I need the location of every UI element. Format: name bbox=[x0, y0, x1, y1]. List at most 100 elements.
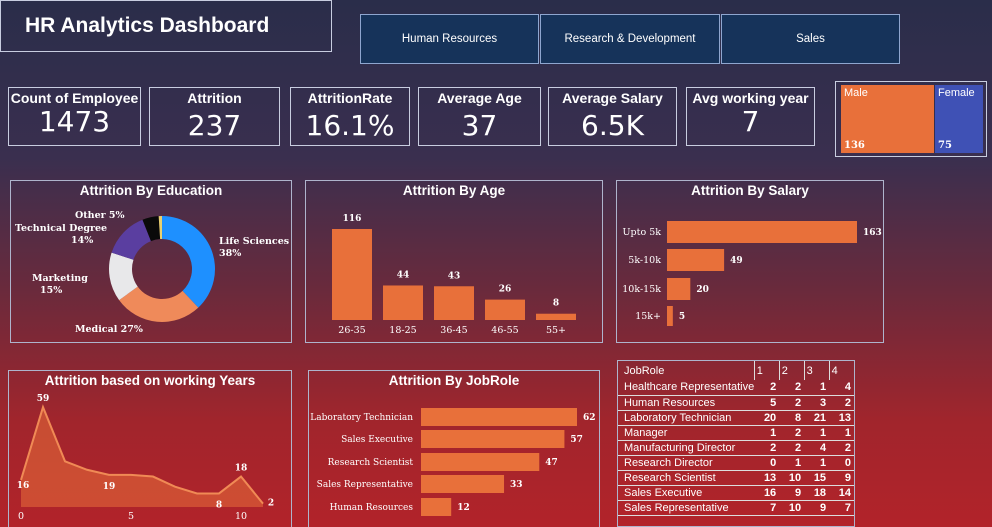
jobrole-bar bbox=[421, 498, 452, 516]
chart-title: Attrition By Age bbox=[402, 183, 506, 198]
salary-bar bbox=[667, 306, 673, 326]
bar-data-label: 8 bbox=[553, 299, 559, 309]
slice-label: Marketing bbox=[32, 273, 88, 284]
treemap-tile-female[interactable]: Female 75 bbox=[935, 85, 983, 153]
bar-data-label: 49 bbox=[730, 256, 743, 266]
table-cell-value: 1 bbox=[804, 455, 830, 471]
slice-label: 15% bbox=[40, 285, 62, 296]
bar-data-label: 62 bbox=[583, 413, 596, 423]
table-cell-value: 10 bbox=[779, 470, 805, 486]
kpi-value: 7 bbox=[741, 105, 760, 138]
column-header-3[interactable]: 3 bbox=[803, 361, 830, 380]
point-data-label: 19 bbox=[103, 482, 116, 492]
bar-data-label: 43 bbox=[448, 271, 461, 281]
jobrole-bar bbox=[421, 408, 577, 426]
table-cell-jobrole: Sales Representative bbox=[618, 500, 755, 516]
kpi-average-age: Average Age 37 bbox=[418, 87, 541, 146]
education-chart-panel: Attrition By Education Life Sciences 38% M… bbox=[10, 180, 292, 343]
kpi-label: Avg working year bbox=[692, 90, 809, 106]
table-cell-value: 10 bbox=[779, 500, 805, 516]
table-cell-value: 2 bbox=[779, 425, 805, 441]
kpi-label: AttritionRate bbox=[307, 90, 393, 106]
table-row: Research Scientist 13 10 15 9 bbox=[618, 470, 854, 486]
donut-slice bbox=[142, 216, 161, 242]
table-row: Sales Executive 16 9 18 14 bbox=[618, 485, 854, 501]
table-cell-value: 8 bbox=[779, 410, 805, 426]
table-cell-value: 7 bbox=[754, 500, 780, 516]
point-data-label: 59 bbox=[37, 394, 50, 404]
kpi-value: 6.5K bbox=[581, 109, 644, 142]
kpi-label: Average Age bbox=[437, 90, 522, 106]
age-bar bbox=[485, 299, 525, 320]
bar-data-label: 33 bbox=[510, 480, 523, 490]
kpi-avg-working-year: Avg working year 7 bbox=[686, 87, 815, 146]
table-cell-value: 21 bbox=[804, 410, 830, 426]
treemap-label: Male bbox=[844, 87, 868, 99]
column-header-1[interactable]: 1 bbox=[753, 361, 780, 380]
column-header-2[interactable]: 2 bbox=[778, 361, 805, 380]
nav-button-sales[interactable]: Sales bbox=[721, 14, 900, 64]
table-cell-value: 1 bbox=[804, 380, 830, 396]
x-tick-label: 5 bbox=[128, 511, 134, 522]
table-cell-value: 9 bbox=[779, 485, 805, 501]
table-cell-value: 20 bbox=[754, 410, 780, 426]
donut-slice bbox=[158, 216, 162, 240]
nav-button-human-resources[interactable]: Human Resources bbox=[360, 14, 539, 64]
salary-bar bbox=[667, 221, 857, 243]
table-row: Healthcare Representative 2 2 1 4 bbox=[618, 380, 854, 396]
chart-title: Attrition By Education bbox=[79, 183, 223, 198]
kpi-label: Attrition bbox=[187, 90, 242, 106]
salary-bar bbox=[667, 249, 725, 271]
table-header-row: JobRole 1 2 3 4 bbox=[618, 361, 854, 380]
dashboard-title-box: HR Analytics Dashboard bbox=[0, 0, 332, 52]
table-cell-value: 15 bbox=[804, 470, 830, 486]
salary-chart-panel: Attrition By Salary 163 Upto 5k 49 5k-10k 20… bbox=[616, 180, 884, 343]
table-cell-value: 16 bbox=[754, 485, 780, 501]
bar-data-label: 163 bbox=[863, 228, 882, 238]
column-header-4[interactable]: 4 bbox=[828, 361, 854, 380]
table-cell-jobrole: Manager bbox=[618, 425, 755, 441]
donut-slice bbox=[162, 216, 215, 308]
jobrole-bar-chart: 62 Laboratory Technician 57 Sales Executive… bbox=[310, 408, 596, 516]
x-tick-label: 26-35 bbox=[338, 325, 365, 336]
treemap-tile-male[interactable]: Male 136 bbox=[841, 85, 934, 153]
table-cell-value: 2 bbox=[754, 380, 780, 396]
table-cell-value: 5 bbox=[754, 395, 780, 411]
jobrole-bar bbox=[421, 475, 505, 493]
bar-data-label: 47 bbox=[545, 458, 558, 468]
age-bar-chart: 116 26-35 44 18-25 43 36-45 26 46-55 8 55+ bbox=[332, 214, 576, 336]
age-bar bbox=[536, 313, 576, 320]
x-tick-label: 18-25 bbox=[389, 325, 416, 336]
bar-data-label: 20 bbox=[696, 285, 709, 295]
kpi-label: Count of Employee bbox=[10, 90, 139, 106]
kpi-label: Average Salary bbox=[562, 90, 663, 106]
slice-label: Medical 27% bbox=[75, 324, 143, 335]
table-cell-value: 1 bbox=[779, 455, 805, 471]
slice-label: 38% bbox=[219, 248, 241, 259]
kpi-value: 16.1% bbox=[305, 109, 395, 142]
table-cell-value: 9 bbox=[804, 500, 830, 516]
x-tick-label: 46-55 bbox=[491, 325, 518, 336]
y-tick-label: Sales Representative bbox=[317, 480, 413, 490]
donut-slice bbox=[119, 286, 199, 322]
area-line bbox=[20, 404, 264, 505]
kpi-value: 37 bbox=[461, 109, 498, 142]
working-years-chart-panel: Attrition based on working Years 16 59 19 8… bbox=[8, 370, 292, 527]
jobrole-chart-panel: Attrition By JobRole 62 Laboratory Techni… bbox=[308, 370, 600, 527]
bar-data-label: 26 bbox=[499, 285, 512, 295]
kpi-attrition: Attrition 237 bbox=[149, 87, 280, 146]
table-cell-value: 1 bbox=[829, 425, 854, 441]
table-row: Human Resources 5 2 3 2 bbox=[618, 395, 854, 411]
table-row: Laboratory Technician 20 8 21 13 bbox=[618, 410, 854, 426]
column-header-jobrole[interactable]: JobRole bbox=[624, 364, 665, 377]
salary-bar-chart: 163 Upto 5k 49 5k-10k 20 10k-15k 5 15k+ bbox=[622, 221, 882, 326]
kpi-attrition-rate: AttritionRate 16.1% bbox=[290, 87, 410, 146]
treemap-value: 75 bbox=[938, 140, 952, 151]
point-data-label: 8 bbox=[216, 500, 222, 510]
table-cell-value: 2 bbox=[829, 440, 854, 456]
nav-button-research-development[interactable]: Research & Development bbox=[540, 14, 720, 64]
bar-data-label: 12 bbox=[457, 503, 470, 513]
y-tick-label: Research Scientist bbox=[328, 458, 414, 468]
table-row: Manager 1 2 1 1 bbox=[618, 425, 854, 441]
